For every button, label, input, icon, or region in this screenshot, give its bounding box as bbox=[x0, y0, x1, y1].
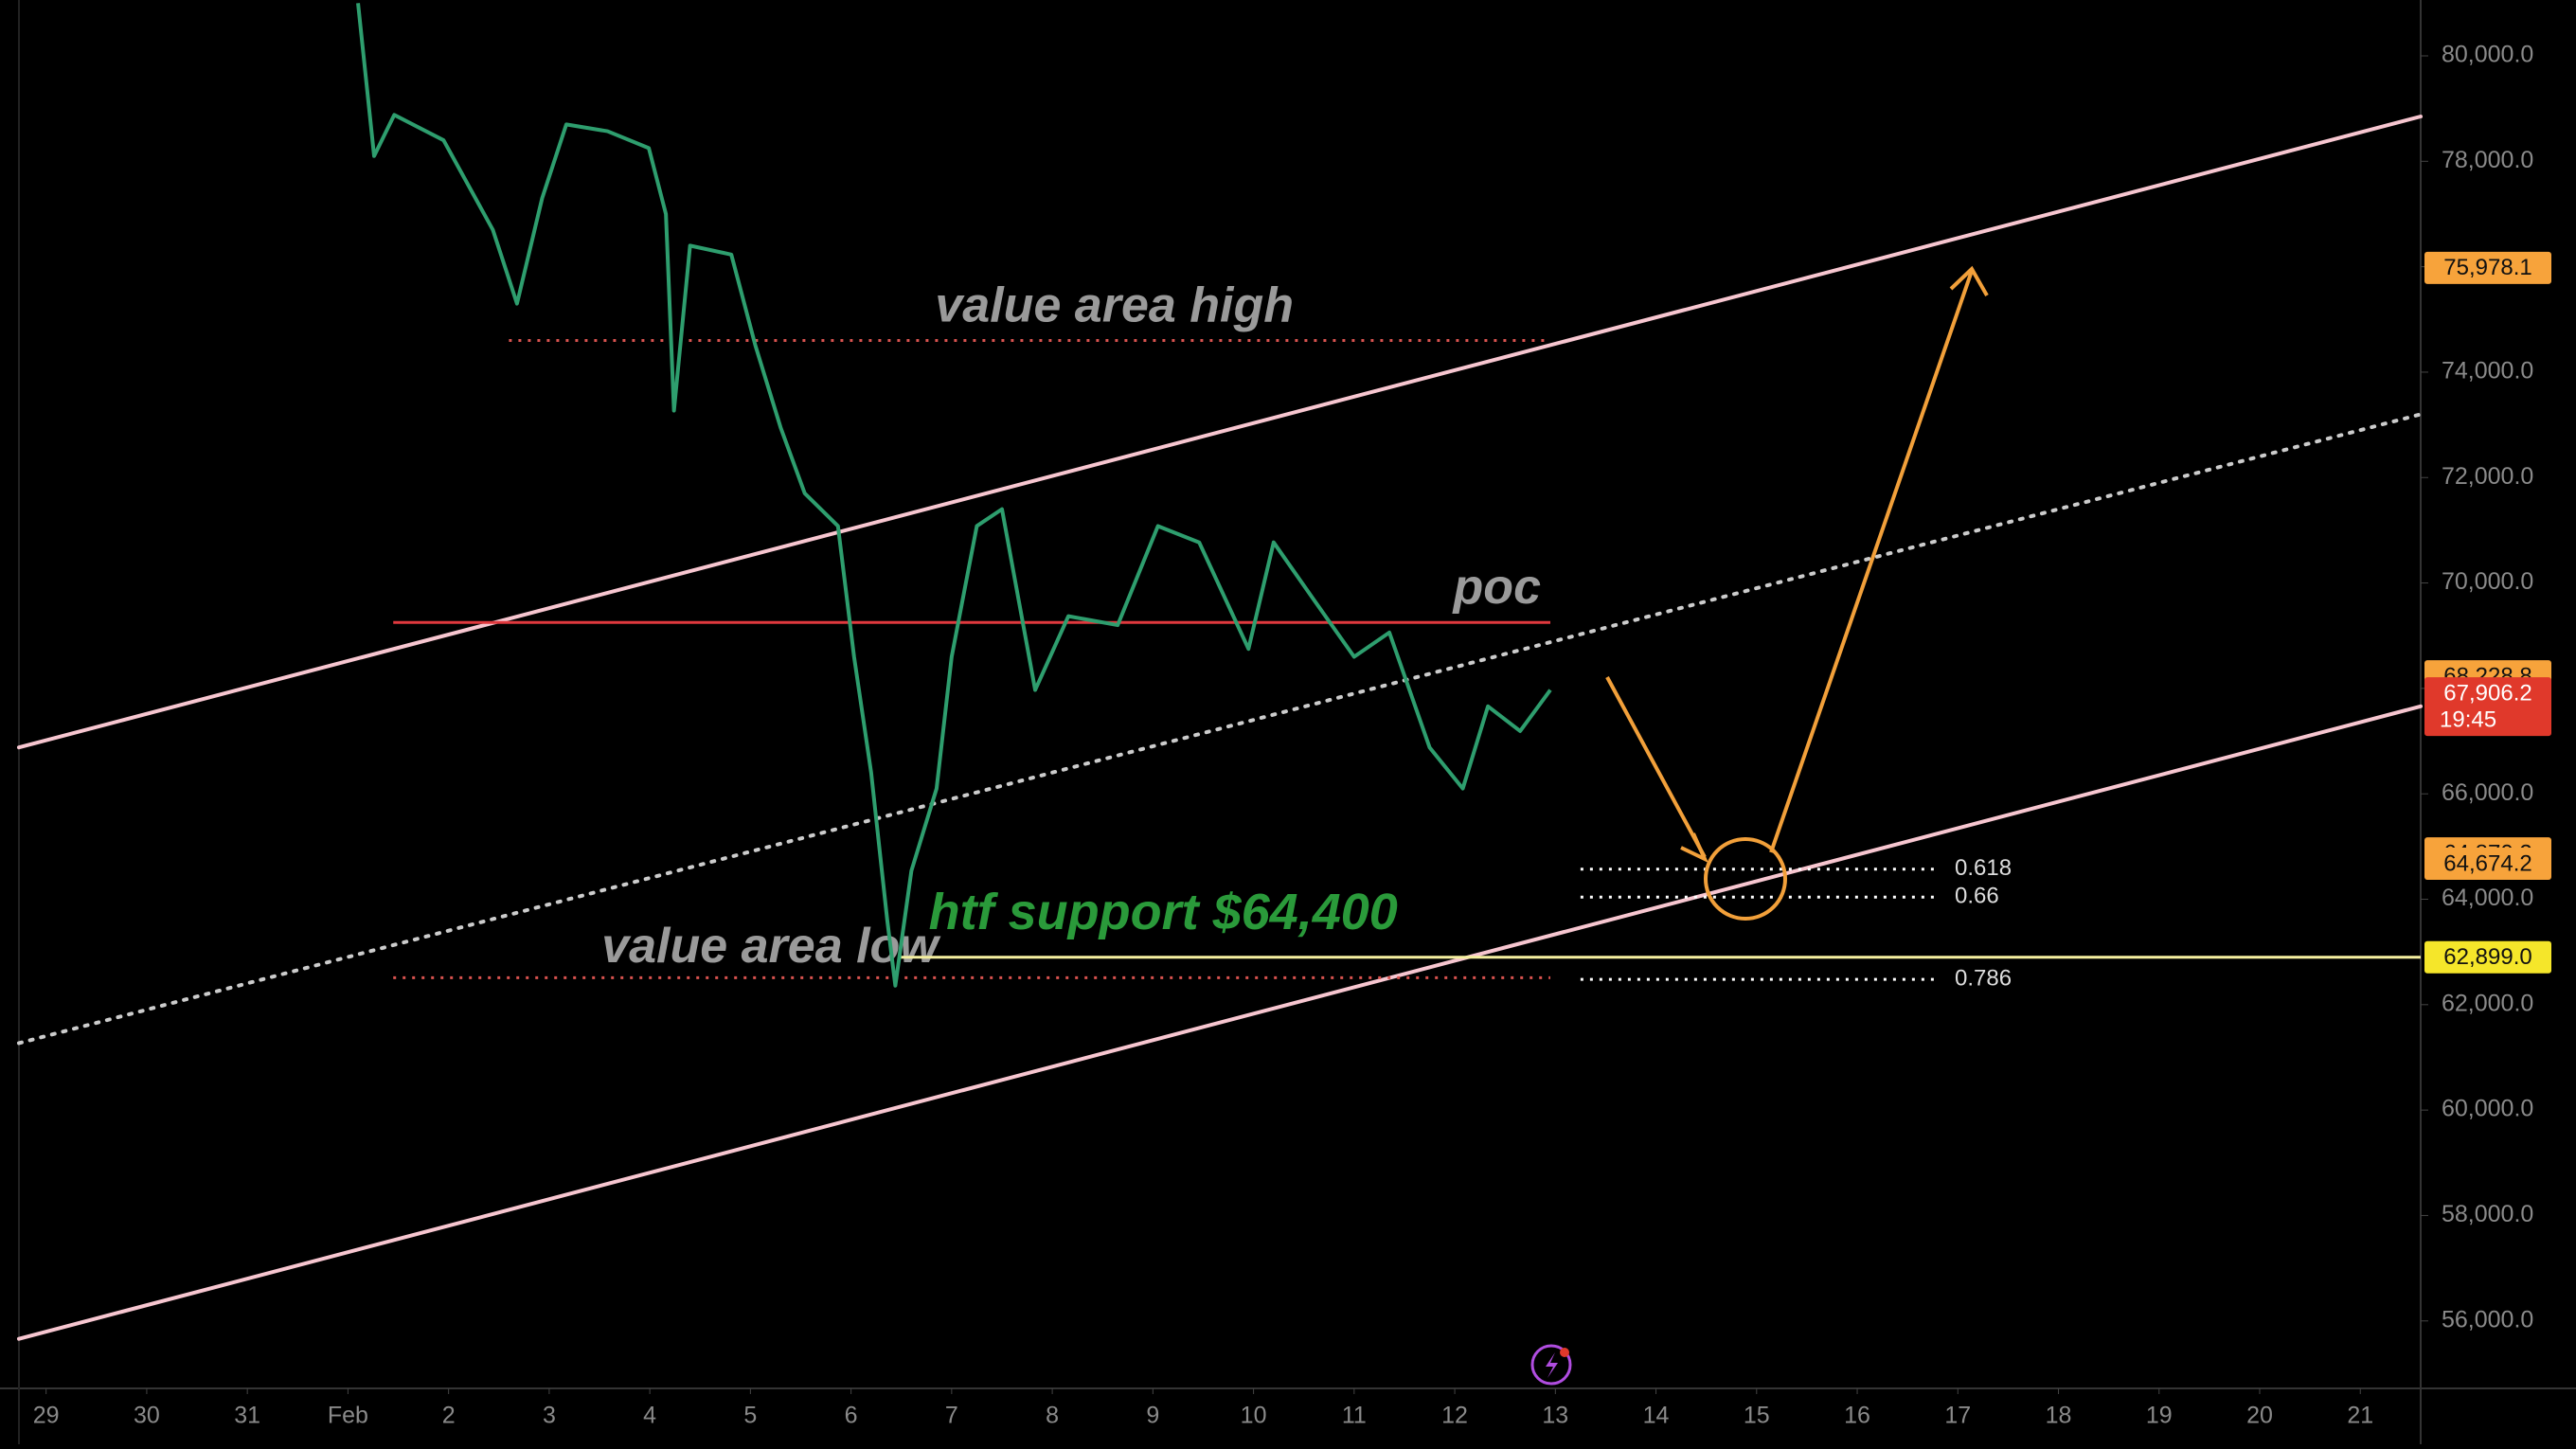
price-line bbox=[356, 3, 1552, 988]
price-tag-label: 64,674.2 bbox=[2443, 850, 2531, 876]
price-tag bbox=[2424, 251, 2551, 284]
x-tick-label: 3 bbox=[543, 1403, 556, 1429]
price-tag bbox=[2424, 847, 2551, 880]
level-text: htf support $64,400 bbox=[929, 884, 1398, 940]
notification-dot bbox=[1560, 1348, 1569, 1357]
y-tick-label: 60,000.0 bbox=[2442, 1096, 2533, 1122]
x-tick-label: 20 bbox=[2246, 1403, 2273, 1429]
lightning-icon bbox=[1530, 1344, 1572, 1386]
price-tag-label: 62,899.0 bbox=[2443, 944, 2531, 970]
x-tick-label: 16 bbox=[1844, 1403, 1870, 1429]
x-tick-label: 17 bbox=[1944, 1403, 1971, 1429]
arrow-down bbox=[1605, 676, 1707, 858]
fib-label: 0.66 bbox=[1955, 884, 1999, 909]
x-tick-label: 9 bbox=[1146, 1403, 1159, 1429]
annotations: 75,978.168,228.867,906.219:4564,870.264,… bbox=[1530, 251, 2551, 1386]
y-tick-label: 74,000.0 bbox=[2442, 358, 2533, 385]
x-tick-label: 4 bbox=[643, 1403, 656, 1429]
channel-line bbox=[17, 115, 2423, 750]
x-tick-label: 10 bbox=[1241, 1403, 1267, 1429]
channel-line bbox=[17, 412, 2423, 1046]
channel-line bbox=[17, 704, 2423, 1341]
y-tick-label: 66,000.0 bbox=[2442, 779, 2533, 806]
x-tick-label: 5 bbox=[743, 1403, 757, 1429]
countdown: 19:45 bbox=[2440, 707, 2496, 732]
y-tick-label: 64,000.0 bbox=[2442, 885, 2533, 911]
level-text: value area high bbox=[935, 277, 1294, 332]
y-tick-label: 58,000.0 bbox=[2442, 1201, 2533, 1227]
x-tick-label: 2 bbox=[442, 1403, 456, 1429]
x-tick-label: 18 bbox=[2046, 1403, 2072, 1429]
y-tick-label: 70,000.0 bbox=[2442, 568, 2533, 595]
arrow-up bbox=[1769, 270, 1974, 853]
x-tick-label: 11 bbox=[1342, 1403, 1367, 1429]
price-tag bbox=[2424, 677, 2551, 737]
fib-label: 0.786 bbox=[1955, 965, 2012, 991]
y-tick-label: 78,000.0 bbox=[2442, 147, 2533, 173]
x-tick-label: 6 bbox=[845, 1403, 858, 1429]
x-tick-label: 19 bbox=[2146, 1403, 2173, 1429]
arrow-head bbox=[1949, 265, 1989, 296]
y-tick-label: 62,000.0 bbox=[2442, 990, 2533, 1016]
price-tag-label: 75,978.1 bbox=[2443, 255, 2531, 280]
target-circle bbox=[1704, 837, 1787, 921]
arrow-head bbox=[1680, 832, 1709, 864]
y-tick-label: 80,000.0 bbox=[2442, 42, 2533, 68]
x-tick-label: Feb bbox=[328, 1403, 368, 1429]
x-tick-label: 15 bbox=[1744, 1403, 1770, 1429]
x-tick-label: 12 bbox=[1441, 1403, 1468, 1429]
x-tick-label: 30 bbox=[134, 1403, 160, 1429]
x-tick-label: 13 bbox=[1542, 1403, 1568, 1429]
price-tag bbox=[2424, 940, 2551, 974]
lightning-bolt bbox=[1546, 1352, 1558, 1378]
price-tag-label: 67,906.2 bbox=[2443, 680, 2531, 706]
y-tick-label: 56,000.0 bbox=[2442, 1306, 2533, 1333]
x-tick-label: 8 bbox=[1046, 1403, 1059, 1429]
x-tick-label: 21 bbox=[2347, 1403, 2373, 1429]
fib-label: 0.618 bbox=[1955, 855, 2012, 881]
x-tick-label: 29 bbox=[33, 1403, 60, 1429]
x-tick-label: 7 bbox=[945, 1403, 958, 1429]
x-tick-label: 14 bbox=[1643, 1403, 1670, 1429]
x-tick-label: 31 bbox=[234, 1403, 260, 1429]
level-text: value area low bbox=[601, 919, 941, 974]
level-text: poc bbox=[1452, 560, 1542, 615]
y-tick-label: 72,000.0 bbox=[2442, 463, 2533, 490]
